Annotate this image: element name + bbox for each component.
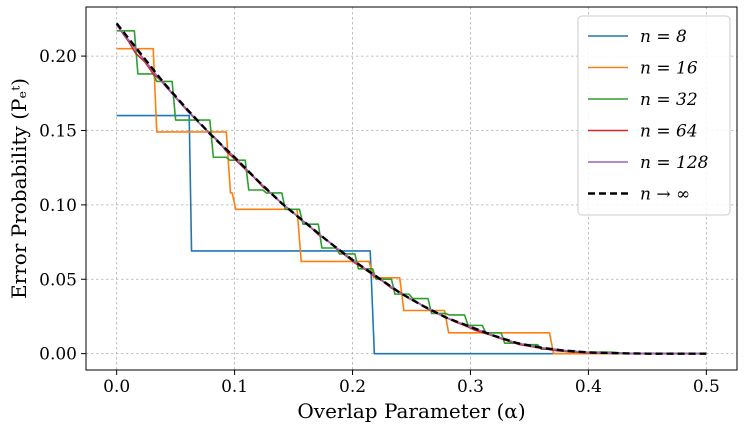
x-tick-label: 0.1 (221, 377, 248, 397)
y-axis-label: Error Probability (Pₑᵗ) (7, 78, 31, 299)
y-tick-label: 0.05 (39, 270, 77, 290)
axes-frame (85, 6, 738, 371)
y-tick-label: 0.10 (39, 196, 77, 216)
legend-label: n = 8 (640, 27, 687, 47)
series-line-n-16 (116, 47, 707, 355)
x-tick-label: 0.3 (457, 377, 484, 397)
y-tick-label: 0.20 (39, 47, 77, 67)
x-tick-label: 0.0 (103, 377, 130, 397)
x-axis-label: Overlap Parameter (α) (297, 399, 525, 423)
legend: n = 8 n = 16 n = 32 n = 64 n = 128 n → ∞ (577, 15, 731, 216)
ticks: 0.0 0.1 0.2 0.3 0.4 0.5 0.00 0.05 0.10 0.15 0.20 (39, 47, 720, 397)
x-tick-label: 0.4 (575, 377, 602, 397)
y-tick-label: 0.15 (39, 121, 77, 141)
legend-label: n = 16 (640, 59, 698, 79)
x-tick-label: 0.2 (339, 377, 366, 397)
legend-label: n = 128 (640, 153, 709, 173)
legend-label: n = 32 (640, 90, 698, 110)
series-line-n- (115, 22, 707, 355)
series-layer (115, 22, 707, 355)
legend-label: n = 64 (640, 122, 698, 142)
x-tick-label: 0.5 (693, 377, 720, 397)
legend-box (577, 15, 731, 216)
series-line-n-8 (116, 114, 707, 355)
y-tick-label: 0.00 (39, 345, 77, 365)
legend-label: n → ∞ (640, 185, 690, 205)
